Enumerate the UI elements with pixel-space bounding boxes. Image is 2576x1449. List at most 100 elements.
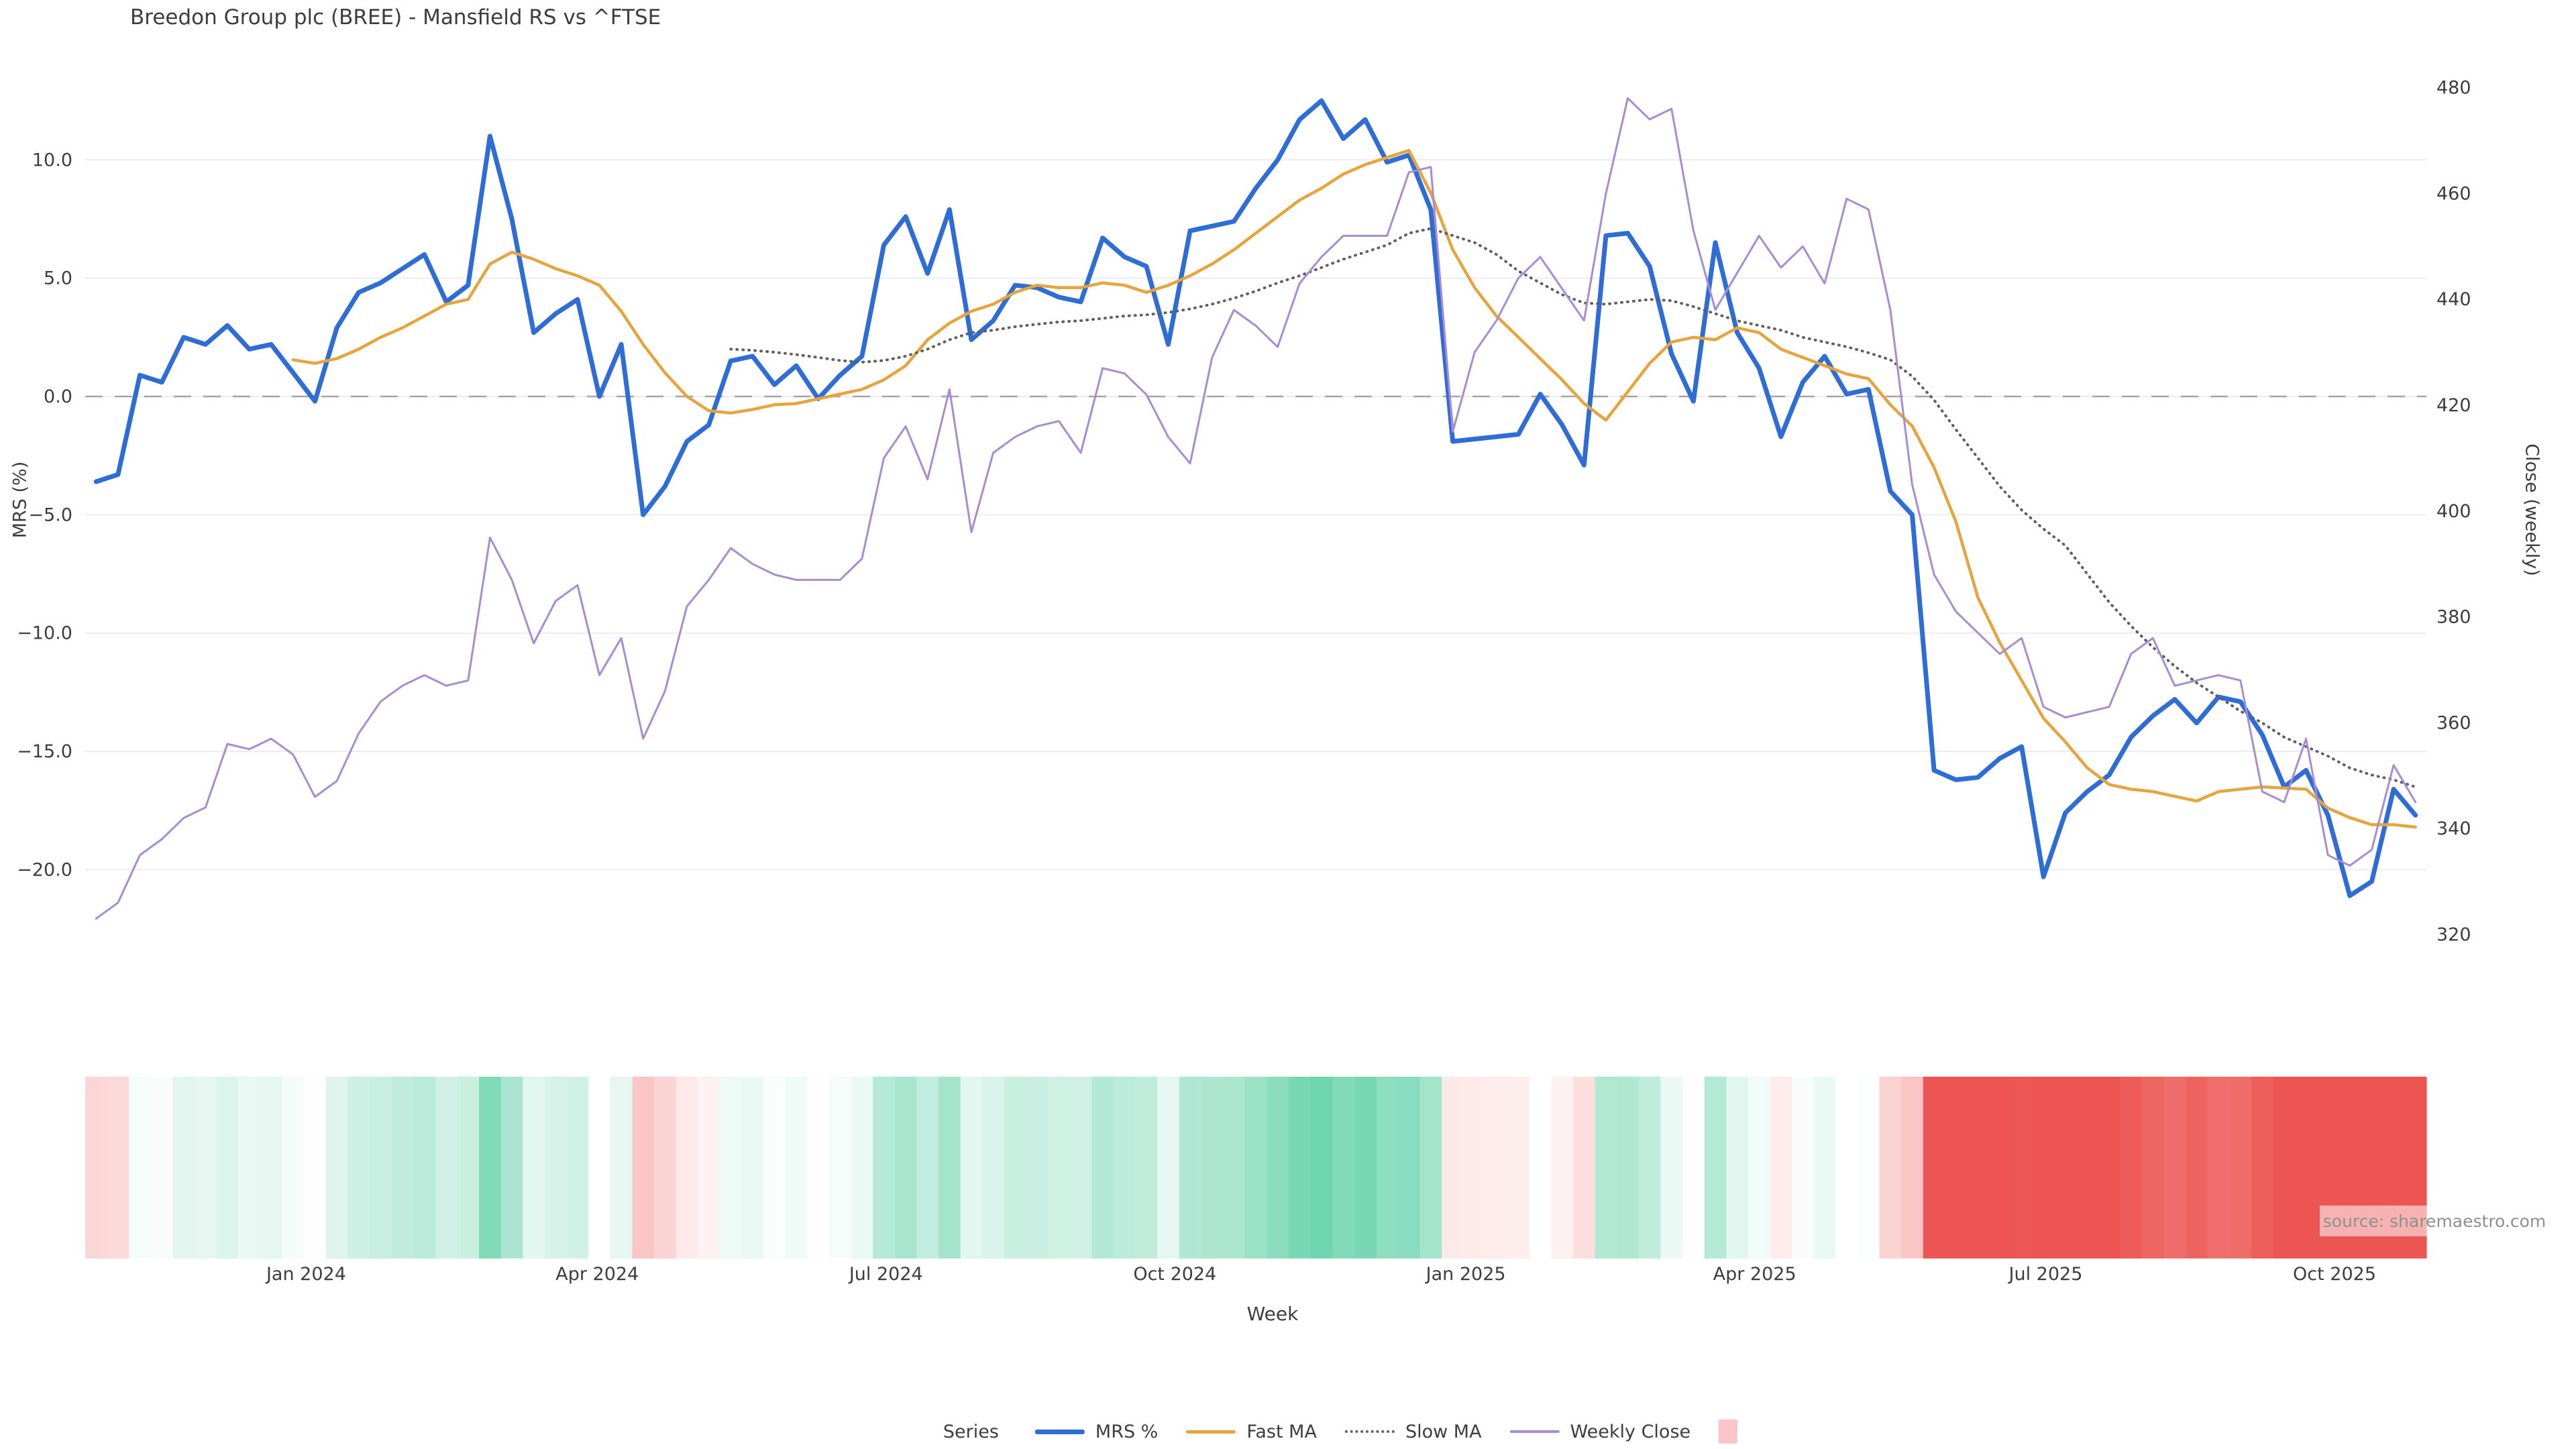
heatmap-strip: [85, 1077, 2427, 1258]
series-line-weekly-close: [95, 97, 2417, 920]
x-tick: Oct 2024: [1133, 1264, 1216, 1285]
y-tick-right: 320: [2436, 924, 2471, 945]
legend-swatch: [1034, 1429, 1085, 1434]
heatmap-cell: [719, 1077, 743, 1258]
heatmap-cell: [1463, 1077, 1487, 1258]
watermark: source: sharemaestro.com: [2320, 1205, 2549, 1236]
legend-item-fast-ma[interactable]: Fast MA: [1186, 1421, 1317, 1442]
heatmap-cell: [2076, 1077, 2099, 1258]
series-line-slow-ma: [729, 227, 2417, 788]
heatmap-cell: [2098, 1077, 2121, 1258]
heatmap-cell: [1704, 1077, 1727, 1258]
heatmap-cell: [238, 1077, 261, 1258]
heatmap-cell: [1419, 1077, 1442, 1258]
heatmap-cell: [1835, 1077, 1858, 1258]
y-tick-left: −15.0: [17, 741, 72, 762]
y-tick-left: −20.0: [17, 859, 72, 880]
heatmap-cell: [1792, 1077, 1815, 1258]
heatmap-cell: [1507, 1077, 1530, 1258]
heatmap-cell: [610, 1077, 633, 1258]
heatmap-cell: [129, 1077, 152, 1258]
heatmap-cell: [1485, 1077, 1508, 1258]
heatmap-cell: [588, 1077, 611, 1258]
x-tick: Jul 2024: [848, 1264, 923, 1285]
legend-item-label: Slow MA: [1405, 1421, 1482, 1442]
heatmap-cell: [413, 1077, 436, 1258]
heatmap-cell: [566, 1077, 589, 1258]
y-axis-ticks-left: 10.0 5.0 0.0 −5.0 −10.0 −15.0 −20.0: [17, 150, 72, 880]
heatmap-cell: [195, 1077, 217, 1258]
heatmap-cell: [391, 1077, 414, 1258]
y-tick-right: 380: [2436, 607, 2471, 628]
x-tick: Jul 2025: [2008, 1264, 2083, 1285]
heatmap-cell: [2010, 1077, 2033, 1258]
legend-swatch: [1719, 1419, 1738, 1444]
y-tick-right: 460: [2436, 183, 2471, 204]
heatmap-cell: [370, 1077, 392, 1258]
legend-swatch: [1186, 1430, 1236, 1434]
gridlines: [85, 159, 2426, 871]
y-tick-right: 340: [2436, 818, 2471, 839]
y-tick-left: −10.0: [17, 623, 72, 644]
heatmap-cell: [304, 1077, 327, 1258]
y-tick-right: 360: [2436, 712, 2471, 733]
heatmap-cell: [1551, 1077, 1574, 1258]
heatmap-cell: [479, 1077, 502, 1258]
legend-item-weekly-close[interactable]: Weekly Close: [1509, 1421, 1690, 1442]
heatmap-cell: [1113, 1077, 1136, 1258]
heatmap-cell: [282, 1077, 305, 1258]
series-line-mrs-: [93, 98, 2418, 898]
heatmap-cell: [1026, 1077, 1049, 1258]
heatmap-cell: [1682, 1077, 1705, 1258]
heatmap-cell: [2207, 1077, 2231, 1258]
heatmap-cell: [2229, 1077, 2252, 1258]
x-tick: Jan 2024: [265, 1264, 346, 1285]
heatmap-cell: [1857, 1077, 1880, 1258]
legend-item-slow-ma[interactable]: Slow MA: [1344, 1421, 1482, 1442]
heatmap-cell: [654, 1077, 677, 1258]
heatmap-cell: [1004, 1077, 1027, 1258]
heatmap-cell: [1310, 1077, 1333, 1258]
heatmap-cell: [2163, 1077, 2186, 1258]
legend-item-heatmap[interactable]: [1719, 1419, 1738, 1444]
y-tick-left: 0.0: [44, 386, 72, 407]
heatmap-cell: [500, 1077, 523, 1258]
heatmap-cell: [1398, 1077, 1421, 1258]
heatmap-cell: [1442, 1077, 1464, 1258]
y-tick-right: 400: [2436, 501, 2471, 522]
heatmap-cell: [2273, 1077, 2296, 1258]
heatmap-cell: [2186, 1077, 2208, 1258]
legend-swatch: [1509, 1430, 1560, 1433]
heatmap-cell: [2251, 1077, 2274, 1258]
heatmap-cell: [1135, 1077, 1158, 1258]
y-tick-right: 420: [2436, 395, 2471, 416]
heatmap-cell: [1091, 1077, 1114, 1258]
heatmap-cell: [2032, 1077, 2055, 1258]
series-line-fast-ma: [291, 148, 2417, 829]
heatmap-cell: [916, 1077, 939, 1258]
heatmap-cell: [698, 1077, 720, 1258]
heatmap-cell: [938, 1077, 961, 1258]
heatmap-cell: [2120, 1077, 2143, 1258]
heatmap-cell: [523, 1077, 545, 1258]
heatmap-cell: [1988, 1077, 2011, 1258]
heatmap-cell: [851, 1077, 873, 1258]
y-tick-right: 440: [2436, 289, 2471, 310]
legend-item-mrs-[interactable]: MRS %: [1034, 1421, 1158, 1442]
x-tick: Apr 2025: [1713, 1264, 1796, 1285]
y-tick-left: −5.0: [28, 504, 72, 525]
legend-item-label: Fast MA: [1246, 1421, 1317, 1442]
heatmap-cell: [1945, 1077, 1968, 1258]
heatmap-cell: [1244, 1077, 1267, 1258]
heatmap-cell: [1901, 1077, 1924, 1258]
legend-items: MRS % Fast MA Slow MA Weekly Close: [1034, 1419, 1738, 1444]
heatmap-cell: [1748, 1077, 1771, 1258]
heatmap-cell: [1069, 1077, 1092, 1258]
x-axis-label: Week: [1246, 1303, 1299, 1325]
y-tick-left: 10.0: [32, 150, 72, 170]
heatmap-cell: [457, 1077, 480, 1258]
heatmap-cell: [763, 1077, 786, 1258]
legend-swatch: [1344, 1430, 1395, 1433]
heatmap-cell: [150, 1077, 174, 1258]
legend: Series MRS % Fast MA Slow MA Weekly Close: [943, 1419, 1738, 1444]
